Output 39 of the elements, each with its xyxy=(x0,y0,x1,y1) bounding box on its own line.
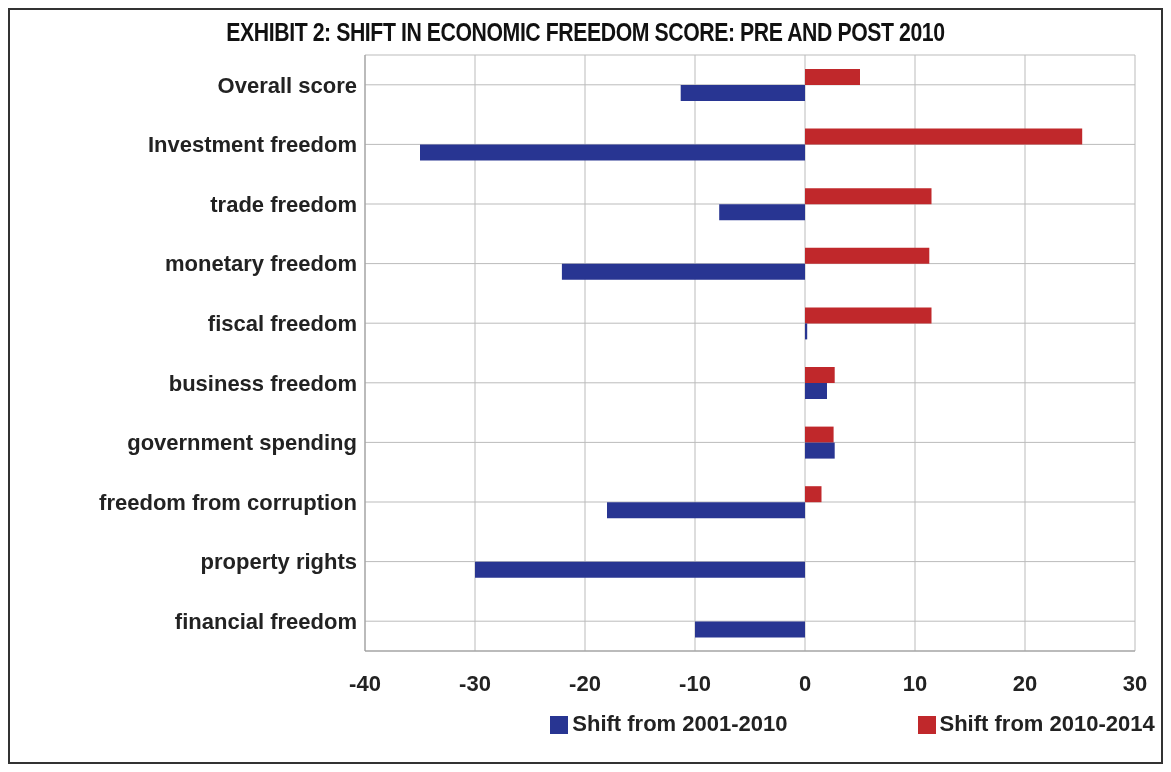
bar xyxy=(805,383,827,399)
x-tick-label: 10 xyxy=(902,670,928,696)
x-tick-label: 30 xyxy=(1122,670,1148,696)
bar xyxy=(719,204,805,221)
x-tick-label: -30 xyxy=(459,670,491,696)
bar xyxy=(695,621,805,638)
bar xyxy=(805,188,932,205)
legend-label: Shift from 2010-2014 xyxy=(939,711,1155,736)
bar xyxy=(805,367,835,383)
bar xyxy=(561,263,805,280)
y-tick-label: freedom from corruption xyxy=(99,489,357,515)
bar xyxy=(805,69,860,85)
y-tick-label: financial freedom xyxy=(174,609,357,635)
y-tick-label: fiscal freedom xyxy=(207,311,357,337)
bar xyxy=(805,426,834,443)
x-tick-label: 0 xyxy=(798,670,812,696)
bar xyxy=(805,486,822,503)
bar xyxy=(607,502,805,519)
y-tick-label: property rights xyxy=(200,549,357,575)
y-tick-label: trade freedom xyxy=(210,191,357,217)
bar xyxy=(805,323,808,340)
bar xyxy=(420,144,805,161)
y-tick-label: government spending xyxy=(127,430,357,456)
legend-label: Shift from 2001-2010 xyxy=(572,711,788,736)
x-tick-label: -40 xyxy=(349,670,381,696)
bar xyxy=(680,85,805,101)
y-tick-label: monetary freedom xyxy=(165,251,357,277)
bar xyxy=(475,561,805,578)
bar xyxy=(805,128,1083,145)
bar xyxy=(805,442,835,459)
bar xyxy=(805,247,930,264)
chart-title: EXHIBIT 2: SHIFT IN ECONOMIC FREEDOM SCORE: PRE AND POST 2010 xyxy=(225,18,946,47)
x-tick-label: -10 xyxy=(679,670,711,696)
x-tick-label: -20 xyxy=(569,670,601,696)
x-tick-label: 20 xyxy=(1012,670,1038,696)
y-tick-label: business freedom xyxy=(168,370,357,396)
y-tick-label: Investment freedom xyxy=(147,132,357,158)
bar xyxy=(805,307,932,324)
y-tick-label: Overall score xyxy=(217,72,357,98)
